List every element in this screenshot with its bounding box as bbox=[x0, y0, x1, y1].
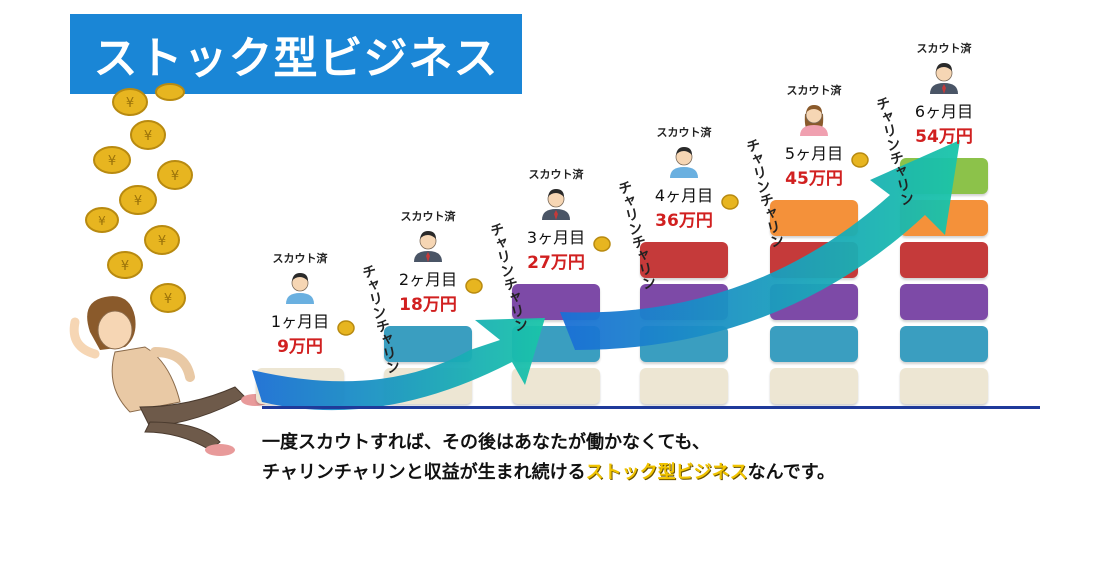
scout-status-label: スカウト済 bbox=[656, 126, 712, 139]
svg-text:¥: ¥ bbox=[158, 234, 166, 249]
scout-status-label: スカウト済 bbox=[916, 42, 972, 55]
stack-block bbox=[384, 326, 472, 362]
stack-block bbox=[770, 326, 858, 362]
svg-text:¥: ¥ bbox=[164, 292, 172, 307]
month-label: 2ヶ月目 bbox=[398, 270, 458, 289]
month-label: 3ヶ月目 bbox=[526, 228, 586, 247]
scout-status-label: スカウト済 bbox=[272, 252, 328, 265]
coin-icon: ¥ bbox=[112, 88, 148, 116]
stack-block bbox=[770, 200, 858, 236]
month-label: 6ヶ月目 bbox=[914, 102, 974, 121]
caption-highlight: ストック型ビジネス bbox=[585, 462, 748, 483]
stack-block bbox=[900, 284, 988, 320]
coin-icon bbox=[721, 194, 739, 210]
caption-line-2-pre: チャリンチャリンと収益が生まれ続ける bbox=[262, 462, 586, 483]
coin-icon: ¥ bbox=[119, 185, 157, 215]
stack-block bbox=[900, 242, 988, 278]
caption-line-1: 一度スカウトすれば、その後はあなたが働かなくても、 bbox=[262, 432, 711, 453]
person-avatar-icon bbox=[538, 184, 574, 224]
coin-icon: ¥ bbox=[157, 160, 193, 190]
coin-icon: ¥ bbox=[144, 225, 180, 255]
falling-coins: ¥ ¥ ¥ ¥ ¥ ¥ ¥ ¥ ¥ bbox=[85, 83, 193, 313]
scout-status-label: スカウト済 bbox=[786, 84, 842, 97]
title-banner: ストック型ビジネス bbox=[70, 14, 522, 94]
svg-text:¥: ¥ bbox=[144, 129, 152, 144]
amount-label: 45万円 bbox=[785, 169, 843, 189]
month-label: 5ヶ月目 bbox=[784, 144, 844, 163]
coin-icon bbox=[593, 236, 611, 252]
amount-label: 9万円 bbox=[277, 337, 323, 357]
stack-block bbox=[640, 242, 728, 278]
person-avatar-icon bbox=[796, 100, 832, 140]
coin-icon bbox=[337, 320, 355, 336]
caption-line-2: チャリンチャリンと収益が生まれ続けるストック型ビジネスなんです。 bbox=[262, 458, 1042, 484]
coin-icon: ¥ bbox=[130, 120, 166, 150]
baseline bbox=[262, 406, 1040, 409]
amount-label: 18万円 bbox=[399, 295, 457, 315]
scout-status-label: スカウト済 bbox=[528, 168, 584, 181]
month-label: 4ヶ月目 bbox=[654, 186, 714, 205]
amount-label: 36万円 bbox=[655, 211, 713, 231]
person-avatar-icon bbox=[282, 268, 318, 308]
svg-text:¥: ¥ bbox=[98, 214, 106, 228]
caption-line-2-post: なんです。 bbox=[747, 462, 835, 483]
month-label: 1ヶ月目 bbox=[270, 312, 330, 331]
amount-label: 54万円 bbox=[915, 127, 973, 147]
coin-icon: ¥ bbox=[107, 251, 143, 279]
svg-text:¥: ¥ bbox=[134, 194, 142, 209]
stack-block bbox=[900, 326, 988, 362]
amount-label: 27万円 bbox=[527, 253, 585, 273]
stack-block bbox=[900, 368, 988, 404]
svg-text:¥: ¥ bbox=[171, 169, 179, 184]
person-avatar-icon bbox=[410, 226, 446, 266]
stack-block bbox=[770, 368, 858, 404]
reclining-woman-illustration bbox=[69, 296, 269, 456]
coin-icon bbox=[155, 83, 185, 101]
coin-icon: ¥ bbox=[93, 146, 131, 174]
coin-icon bbox=[465, 278, 483, 294]
svg-text:¥: ¥ bbox=[126, 96, 134, 111]
svg-text:¥: ¥ bbox=[108, 154, 116, 169]
coin-icon bbox=[851, 152, 869, 168]
stack-block bbox=[640, 368, 728, 404]
person-avatar-icon bbox=[926, 58, 962, 98]
coin-icon: ¥ bbox=[85, 207, 119, 233]
coin-icon: ¥ bbox=[150, 283, 186, 313]
scout-status-label: スカウト済 bbox=[400, 210, 456, 223]
person-avatar-icon bbox=[666, 142, 702, 182]
page-title: ストック型ビジネス bbox=[93, 33, 499, 84]
svg-text:¥: ¥ bbox=[121, 259, 129, 274]
